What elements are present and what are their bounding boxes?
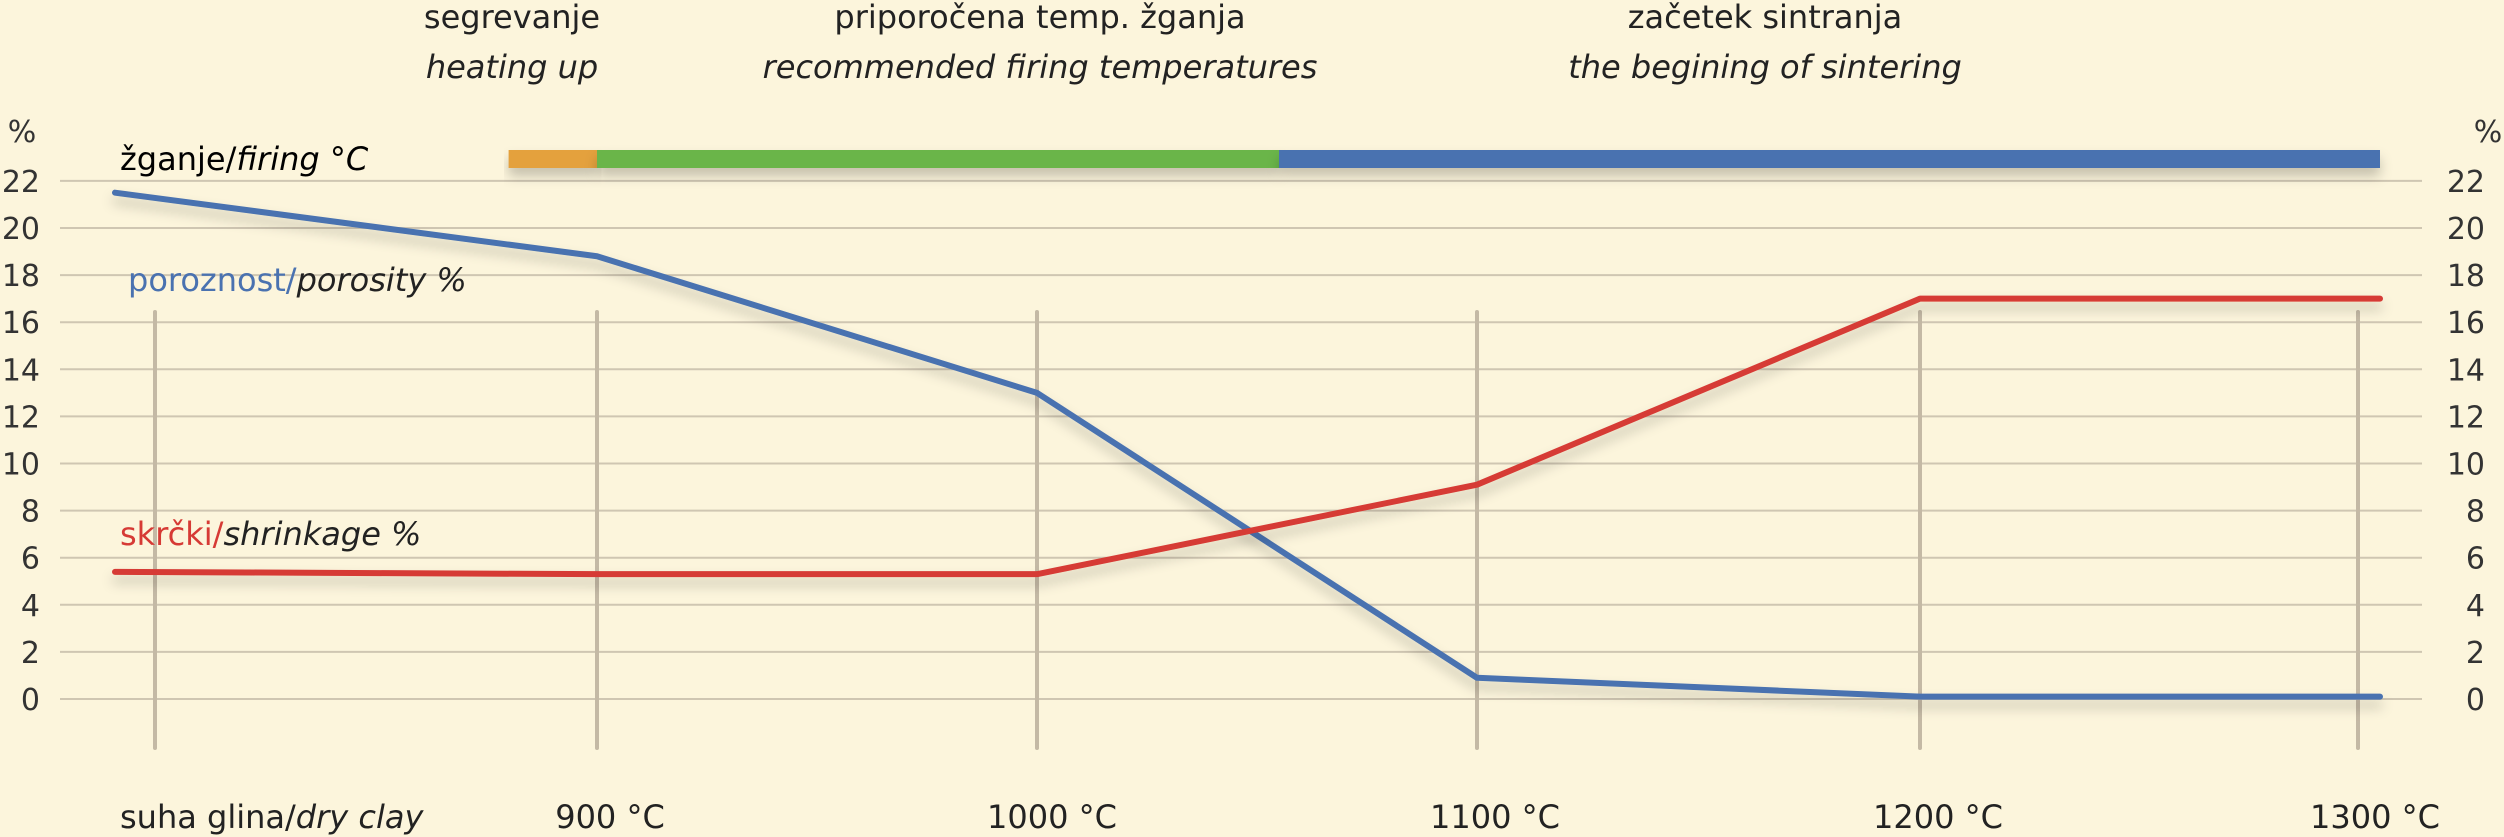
y-tick-label-left: 22 <box>2 165 40 200</box>
firing-segment <box>1279 150 2380 168</box>
phase-title: segrevanje <box>424 0 600 36</box>
phase-title: priporočena temp. žganja <box>834 0 1245 36</box>
y-tick-label-right: 22 <box>2447 165 2485 200</box>
y-tick-label-right: 16 <box>2447 306 2485 341</box>
x-category-label: 900 °C <box>555 798 665 836</box>
y-tick-label-left: 12 <box>2 400 40 435</box>
series-line <box>112 295 2383 578</box>
phase-title: začetek sintranja <box>1628 0 1903 36</box>
series-lines <box>112 189 2383 700</box>
firing-segment <box>508 150 597 168</box>
y-tick-label-right: 4 <box>2466 589 2485 624</box>
y-tick-label-left: 0 <box>21 683 40 718</box>
y-tick-label-right: 0 <box>2466 683 2485 718</box>
firing-segment <box>597 150 1279 168</box>
y-tick-label-right: 8 <box>2466 495 2485 530</box>
y-tick-label-left: 14 <box>2 353 40 388</box>
y-unit-right: % <box>2474 115 2503 150</box>
phase-subtitle: heating up <box>426 48 598 86</box>
series-line <box>112 189 2383 700</box>
x-category-label: 1300 °C <box>2310 798 2440 836</box>
y-tick-label-left: 20 <box>2 212 40 247</box>
y-tick-label-left: 4 <box>21 589 40 624</box>
y-tick-label-right: 10 <box>2447 448 2485 483</box>
firing-bar <box>508 150 2380 168</box>
y-tick-label-left: 6 <box>21 542 40 577</box>
series-label-porosity: poroznost/porosity % <box>128 261 467 299</box>
phase-subtitle: recommended firing temperatures <box>763 48 1318 86</box>
phase-subtitle: the begining of sintering <box>1568 48 1962 86</box>
y-tick-label-left: 8 <box>21 495 40 530</box>
grid <box>60 179 2422 750</box>
x-category-label: 1000 °C <box>987 798 1117 836</box>
y-unit-left: % <box>8 115 37 150</box>
x-category-label: 1200 °C <box>1873 798 2003 836</box>
y-tick-label-right: 20 <box>2447 212 2485 247</box>
y-tick-label-right: 6 <box>2466 542 2485 577</box>
x-category-label: 1100 °C <box>1430 798 1560 836</box>
series-label-shrinkage: skrčki/shrinkage % <box>120 515 421 553</box>
x-category-label: suha glina/dry clay <box>120 798 424 836</box>
y-tick-label-left: 2 <box>21 636 40 671</box>
y-tick-label-left: 18 <box>2 259 40 294</box>
y-tick-label-right: 12 <box>2447 400 2485 435</box>
y-tick-label-right: 18 <box>2447 259 2485 294</box>
firing-label: žganje/firing °C <box>120 140 369 178</box>
y-tick-label-left: 10 <box>2 448 40 483</box>
y-tick-label-right: 2 <box>2466 636 2485 671</box>
y-tick-label-right: 14 <box>2447 353 2485 388</box>
y-tick-label-left: 16 <box>2 306 40 341</box>
